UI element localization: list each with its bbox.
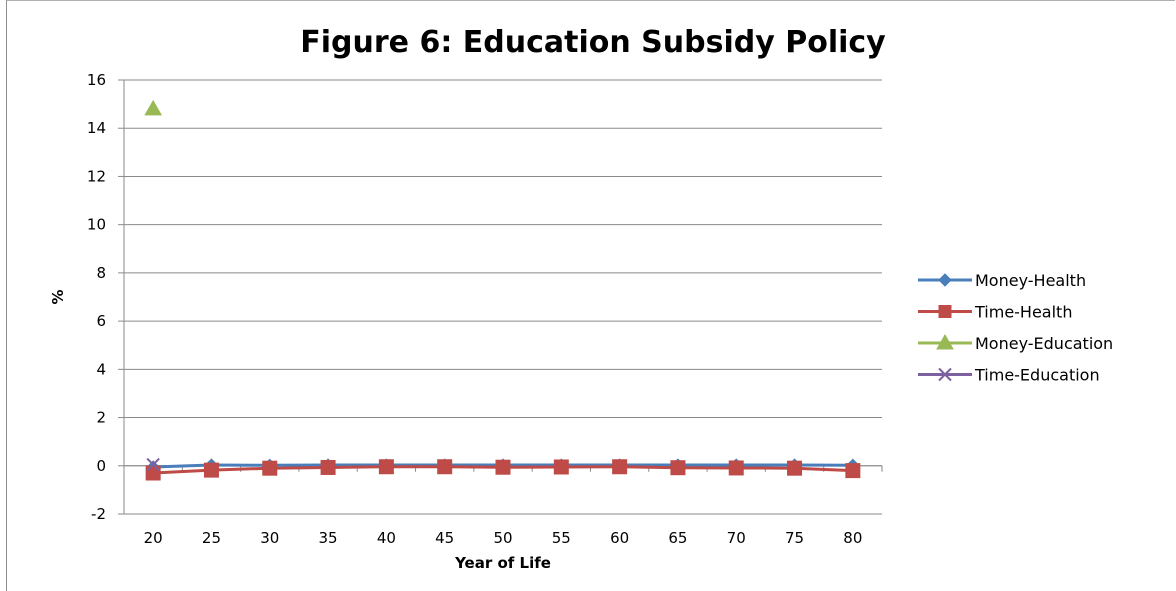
legend-marker <box>938 273 952 287</box>
y-tick-labels: -2 0 2 4 6 8 10 12 14 16 <box>87 71 106 523</box>
x-axis-label: Year of Life <box>454 554 551 572</box>
legend-label: Time-Education <box>974 366 1100 385</box>
data-point <box>203 462 219 478</box>
y-tick-label: 10 <box>87 216 106 234</box>
series-time-health <box>145 459 861 481</box>
marker-x-stroke <box>146 457 160 472</box>
legend-marker <box>938 367 952 382</box>
y-tick-label: 6 <box>96 312 106 330</box>
axes <box>118 79 883 515</box>
legend-entry: Time-Education <box>918 366 1100 385</box>
data-point <box>612 459 628 475</box>
x-tick-label: 45 <box>435 529 454 547</box>
x-tick-label: 70 <box>727 529 746 547</box>
legend: Money-Health Time-Health Money-Education Ti… <box>918 271 1113 385</box>
x-tick-labels: 20 25 30 35 40 45 50 55 60 65 70 75 80 <box>144 529 863 547</box>
y-axis-label: % <box>49 289 67 304</box>
legend-marker <box>938 305 952 318</box>
y-tick-label: 8 <box>96 264 106 282</box>
legend-entry: Money-Health <box>918 271 1086 290</box>
data-point <box>670 460 686 476</box>
x-tick-label: 30 <box>260 529 279 547</box>
data-point <box>144 99 163 116</box>
x-tick-label: 35 <box>319 529 338 547</box>
series-money-education <box>144 99 163 116</box>
x-tick-label: 80 <box>843 529 862 547</box>
legend-label: Money-Health <box>975 271 1086 290</box>
x-tick-label: 55 <box>552 529 571 547</box>
y-tick-label: -2 <box>91 505 106 523</box>
chart-frame <box>6 0 1175 591</box>
x-tick-label: 20 <box>144 529 163 547</box>
y-tick-label: 4 <box>96 360 106 378</box>
y-tick-label: 16 <box>87 71 106 89</box>
data-point <box>262 460 278 476</box>
legend-label: Time-Health <box>974 303 1072 322</box>
data-point <box>146 457 160 472</box>
data-point <box>845 463 861 479</box>
chart-title: Figure 6: Education Subsidy Policy <box>300 25 886 60</box>
data-point <box>145 465 161 481</box>
y-tick-label: 0 <box>96 457 106 475</box>
data-point <box>495 459 511 475</box>
legend-marker <box>936 333 954 350</box>
data-point <box>378 459 394 475</box>
marker-x-stroke <box>938 367 952 382</box>
x-tick-label: 40 <box>377 529 396 547</box>
y-tick-label: 2 <box>96 409 106 427</box>
data-point <box>437 459 453 475</box>
x-tick-label: 50 <box>493 529 512 547</box>
x-tick-label: 60 <box>610 529 629 547</box>
y-tick-label: 12 <box>87 167 106 185</box>
y-tick-label: 14 <box>87 119 106 137</box>
data-point <box>320 459 336 475</box>
x-tick-label: 25 <box>202 529 221 547</box>
data-point <box>728 460 744 476</box>
legend-entry: Money-Education <box>918 333 1113 353</box>
legend-label: Money-Education <box>975 334 1113 353</box>
x-tick-label: 65 <box>668 529 687 547</box>
series-time-education <box>146 457 160 472</box>
data-point <box>553 459 569 475</box>
legend-entry: Time-Health <box>918 303 1072 322</box>
series-group <box>144 99 861 481</box>
x-tick-label: 75 <box>785 529 804 547</box>
data-point <box>787 460 803 476</box>
gridlines <box>124 79 882 515</box>
